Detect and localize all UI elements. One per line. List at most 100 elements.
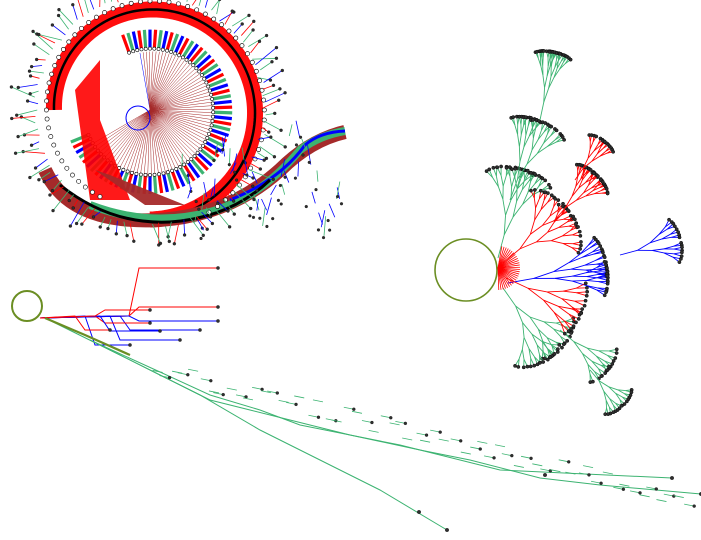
outer-ring-node (147, 0, 153, 4)
fan-edge (592, 187, 600, 192)
leaf-node (98, 225, 102, 229)
fan-edge (541, 215, 551, 226)
green-edge (331, 419, 342, 423)
fan-edge (597, 148, 604, 154)
inner-ring-node (148, 46, 152, 51)
whisker (235, 184, 255, 200)
fan-edge (531, 333, 542, 342)
fan-edge (571, 186, 577, 197)
green-edge (285, 402, 297, 405)
leaf-node (673, 224, 677, 229)
fan-edge (554, 207, 566, 221)
fan-edge (559, 329, 575, 342)
inner-ring-node (148, 173, 152, 177)
fan-edge (558, 305, 570, 315)
inner-ring-node (184, 57, 189, 62)
fan-edge (658, 226, 666, 235)
fan-edge (579, 245, 589, 255)
leaf-node (277, 98, 281, 102)
whisker (224, 10, 233, 25)
fan-edge (528, 348, 535, 358)
ring-bar (153, 175, 158, 194)
outer-ring-node (166, 0, 172, 5)
leaf-node (251, 184, 255, 188)
fan-edge (542, 220, 554, 226)
whisker (38, 172, 51, 181)
fan-edge (564, 196, 573, 208)
inner-spoke (149, 91, 210, 111)
leaf-node (614, 347, 619, 352)
leaf-node (574, 320, 578, 325)
leaf-node (539, 188, 543, 193)
fan-edge (536, 344, 545, 353)
whisker (232, 15, 250, 27)
ring-bar (190, 158, 205, 175)
whisker (250, 41, 260, 54)
leaf-node (578, 247, 582, 251)
leaf-node (521, 365, 526, 370)
leaf-node (495, 165, 500, 170)
fan-edge (587, 150, 595, 159)
leaf-node (445, 528, 449, 532)
whisker (248, 169, 274, 180)
leaf-node (654, 487, 658, 491)
fan-edge (553, 311, 565, 322)
fan-edge (563, 320, 574, 327)
fan-edge (603, 391, 607, 401)
inner-ring-node (127, 50, 132, 55)
whisker (117, 0, 119, 3)
fan-edge (538, 328, 548, 338)
fan-edge (509, 179, 518, 201)
leaf-node (601, 250, 605, 255)
fan-edge (521, 180, 530, 190)
inner-spoke (111, 109, 151, 168)
inner-spoke (142, 52, 151, 111)
green-edge (159, 375, 170, 378)
inner-ring-node (177, 53, 181, 58)
ring-bar (208, 77, 227, 88)
inner-ring-node (210, 119, 215, 123)
ring-bar (166, 172, 175, 191)
fan-edge (584, 263, 597, 266)
fan-edge (587, 148, 591, 159)
inner-ring-node (191, 63, 196, 68)
leaf-node (56, 13, 61, 18)
inner-spoke (114, 109, 151, 170)
leaf-node (605, 266, 609, 270)
fan-edge (532, 128, 537, 139)
leaf-node (28, 175, 32, 180)
leaf-node (569, 327, 573, 331)
leaf-node (599, 374, 604, 378)
fan-edge (544, 75, 548, 88)
fan-edge (585, 285, 597, 291)
leaf-node (216, 201, 220, 205)
leaf-node (205, 227, 209, 231)
fan-edge (521, 349, 525, 360)
fan-edge (531, 333, 538, 346)
fan-edge (591, 155, 601, 162)
whisker (216, 0, 220, 15)
whisker (104, 0, 106, 4)
outer-ring-node (157, 0, 162, 4)
fan-edge (543, 87, 545, 103)
inner-ring-node (134, 171, 139, 176)
ring-bar (174, 35, 185, 54)
fan-edge (664, 245, 674, 250)
whisker (16, 109, 38, 116)
tail-whisker (281, 184, 286, 195)
inner-spoke (149, 109, 177, 171)
whisker (258, 136, 271, 140)
whisker (38, 34, 62, 41)
leaf-node (198, 328, 202, 332)
inner-spoke (149, 109, 152, 178)
leaf-node (587, 473, 591, 477)
fan-edge (571, 268, 586, 271)
fan-edge (554, 277, 573, 282)
fan-edge (536, 142, 545, 154)
ring-bar (131, 31, 139, 50)
leaf-node (578, 234, 583, 238)
leaf-node (128, 343, 132, 347)
leaf-node (279, 128, 283, 132)
tail-whisker (244, 160, 248, 176)
leaf-node (533, 188, 537, 192)
